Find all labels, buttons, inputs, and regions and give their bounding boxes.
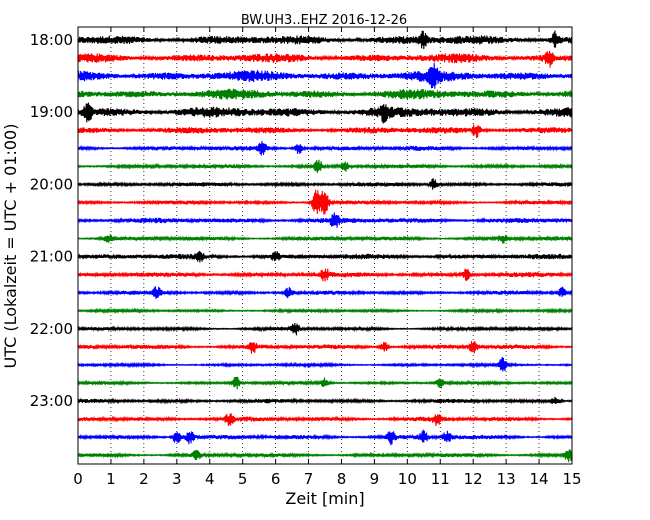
x-tick-label: 13: [497, 470, 516, 488]
x-tick-label: 12: [464, 470, 483, 488]
trace-line: [77, 50, 573, 68]
x-tick-label: 9: [370, 470, 380, 488]
x-tick-label: 6: [271, 470, 281, 488]
trace-line: [77, 212, 573, 228]
traces: [77, 30, 573, 463]
trace-line: [77, 178, 573, 190]
trace-line: [77, 429, 573, 446]
x-axis-title: Zeit [min]: [285, 489, 364, 508]
trace-line: [77, 356, 573, 372]
y-tick-label: 22:00: [30, 320, 73, 338]
trace-line: [77, 88, 573, 100]
trace-line: [77, 30, 573, 50]
trace-line: [77, 234, 573, 244]
trace-line: [77, 376, 573, 390]
x-tick-label: 15: [562, 470, 581, 488]
x-tick-label: 4: [205, 470, 215, 488]
x-tick-label: 2: [139, 470, 149, 488]
y-tick-label: 19:00: [30, 103, 73, 121]
x-tick-label: 10: [398, 470, 417, 488]
trace-line: [77, 396, 573, 405]
trace-line: [77, 124, 573, 138]
y-tick-label: 21:00: [30, 248, 73, 266]
grid: [110, 27, 540, 464]
trace-line: [77, 141, 573, 156]
x-tick-label: 11: [431, 470, 450, 488]
x-tick-label: 5: [238, 470, 248, 488]
y-axis: 18:00 19:00 20:00 21:00 22:00 23:00: [30, 31, 572, 410]
trace-line: [77, 102, 573, 124]
x-tick-label: 7: [304, 470, 314, 488]
y-tick-label: 23:00: [30, 392, 73, 410]
x-tick-label: 1: [106, 470, 116, 488]
trace-line: [77, 340, 573, 354]
trace-line: [77, 189, 573, 215]
trace-line: [77, 413, 573, 426]
trace-line: [77, 307, 573, 315]
y-tick-label: 18:00: [30, 31, 73, 49]
plot-frame: [77, 26, 573, 465]
trace-line: [77, 286, 573, 299]
x-axis: 0 1 2 3 4 5 6 7 8 9 10 11 12 13 14 15: [73, 27, 582, 488]
trace-line: [77, 449, 573, 463]
x-tick-label: 0: [73, 470, 83, 488]
y-axis-title: UTC (Lokalzeit = UTC + 01:00): [1, 124, 20, 369]
trace-line: [77, 159, 573, 173]
x-tick-label: 8: [337, 470, 347, 488]
x-tick-label: 3: [172, 470, 182, 488]
trace-line: [77, 323, 573, 336]
chart-title: BW.UH3..EHZ 2016-12-26: [241, 13, 407, 28]
trace-line: [77, 250, 573, 263]
x-tick-label: 14: [530, 470, 549, 488]
y-tick-label: 20:00: [30, 175, 73, 193]
trace-line: [77, 62, 573, 89]
trace-line: [77, 268, 573, 282]
